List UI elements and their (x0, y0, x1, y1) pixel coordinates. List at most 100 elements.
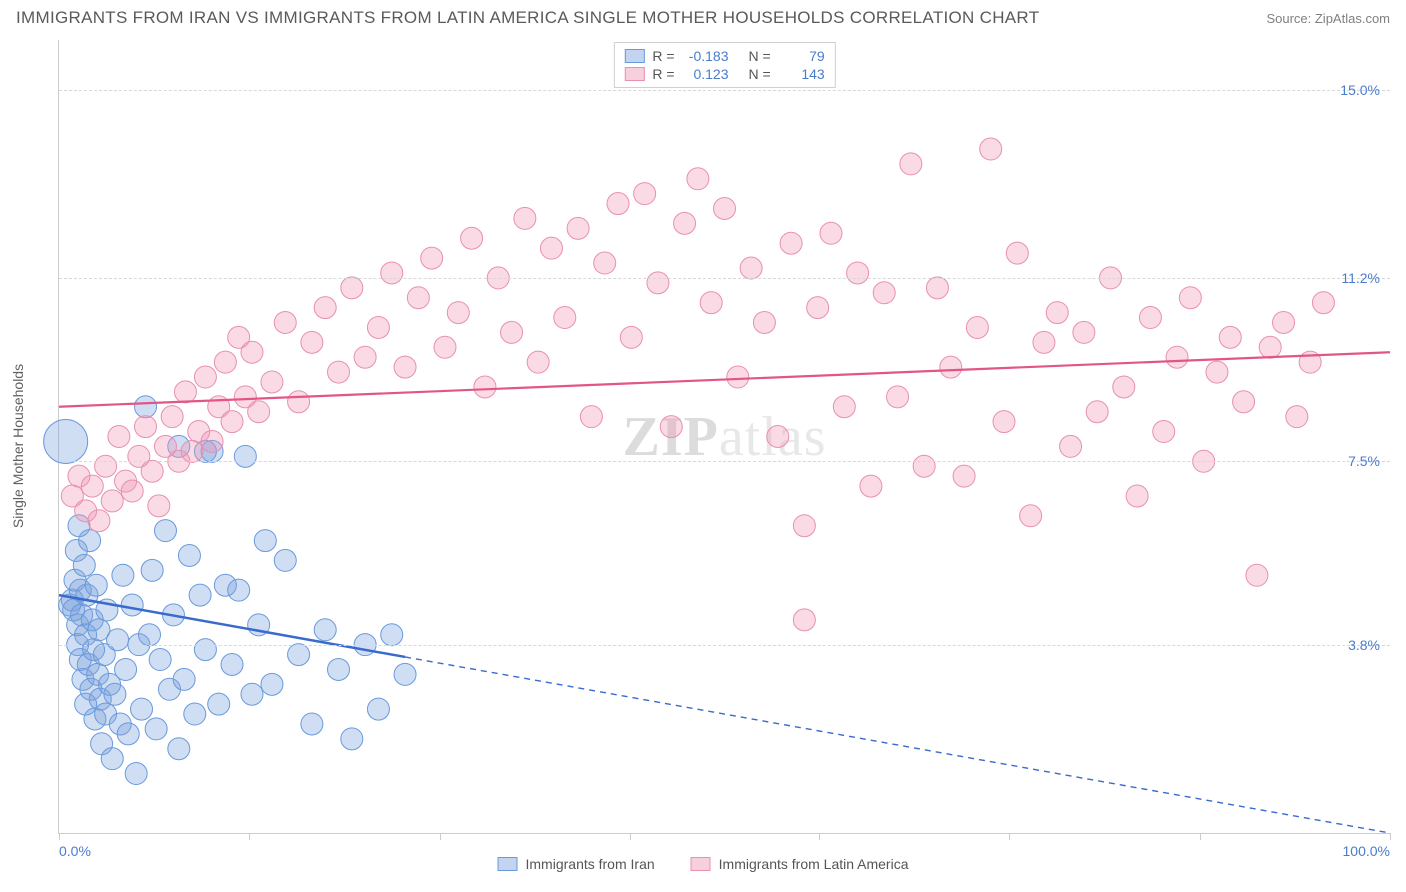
data-point (807, 297, 829, 319)
data-point (214, 351, 236, 373)
data-point (567, 217, 589, 239)
data-point (314, 619, 336, 641)
data-point (107, 629, 129, 651)
data-point (328, 361, 350, 383)
data-point (241, 341, 263, 363)
data-point (221, 411, 243, 433)
legend-swatch-pink (624, 67, 644, 81)
data-point (341, 728, 363, 750)
data-point (108, 426, 130, 448)
data-point (1206, 361, 1228, 383)
data-point (620, 326, 642, 348)
data-point (135, 416, 157, 438)
plot-area: ZIPatlas R = -0.183 N = 79 R = 0.123 N =… (58, 40, 1390, 834)
x-tick-label-max: 100.0% (1343, 843, 1390, 859)
data-point (381, 624, 403, 646)
data-point (88, 510, 110, 532)
data-point (288, 644, 310, 666)
bottom-legend-label-blue: Immigrants from Iran (526, 856, 655, 872)
data-point (1139, 307, 1161, 329)
data-point (913, 455, 935, 477)
data-point (274, 549, 296, 571)
legend-row-blue: R = -0.183 N = 79 (624, 47, 824, 65)
legend-r-label: R = (652, 48, 674, 64)
data-point (301, 331, 323, 353)
data-point (154, 520, 176, 542)
y-axis-title: Single Mother Households (10, 364, 26, 528)
data-point (367, 698, 389, 720)
bottom-legend-item-pink: Immigrants from Latin America (691, 856, 909, 872)
data-point (341, 277, 363, 299)
data-point (753, 312, 775, 334)
data-point (1020, 505, 1042, 527)
data-point (228, 579, 250, 601)
data-point (189, 584, 211, 606)
data-point (1233, 391, 1255, 413)
data-point (926, 277, 948, 299)
data-point (101, 748, 123, 770)
data-point (135, 396, 157, 418)
data-point (793, 609, 815, 631)
legend-n-label: N = (749, 66, 771, 82)
data-point (261, 673, 283, 695)
data-point (980, 138, 1002, 160)
data-point (141, 559, 163, 581)
data-point (1060, 435, 1082, 457)
data-point (121, 594, 143, 616)
data-point (940, 356, 962, 378)
data-point (1086, 401, 1108, 423)
y-tick-label: 7.5% (1348, 453, 1380, 469)
data-point (178, 544, 200, 566)
data-point (85, 574, 107, 596)
data-point (168, 738, 190, 760)
data-point (900, 153, 922, 175)
data-point (860, 475, 882, 497)
data-point (145, 718, 167, 740)
data-point (1153, 421, 1175, 443)
data-point (1033, 331, 1055, 353)
data-point (254, 530, 276, 552)
data-point (1073, 321, 1095, 343)
data-point (367, 316, 389, 338)
data-point (121, 480, 143, 502)
data-point (394, 356, 416, 378)
data-point (274, 312, 296, 334)
data-point (161, 406, 183, 428)
data-point (740, 257, 762, 279)
data-point (793, 515, 815, 537)
data-point (647, 272, 669, 294)
data-point (184, 703, 206, 725)
data-point (833, 396, 855, 418)
data-point (101, 490, 123, 512)
data-point (447, 302, 469, 324)
data-point (966, 316, 988, 338)
data-point (95, 455, 117, 477)
data-point (421, 247, 443, 269)
data-point (44, 419, 88, 463)
gridline (59, 90, 1390, 91)
data-point (194, 639, 216, 661)
data-point (527, 351, 549, 373)
data-point (261, 371, 283, 393)
data-point (674, 212, 696, 234)
trend-line-extrapolated (405, 657, 1390, 833)
bottom-legend-item-blue: Immigrants from Iran (498, 856, 655, 872)
data-point (687, 168, 709, 190)
legend-row-pink: R = 0.123 N = 143 (624, 65, 824, 83)
data-point (79, 530, 101, 552)
data-point (115, 658, 137, 680)
x-tick (1200, 833, 1201, 840)
data-point (461, 227, 483, 249)
data-point (221, 653, 243, 675)
data-point (540, 237, 562, 259)
data-point (434, 336, 456, 358)
data-point (993, 411, 1015, 433)
data-point (1006, 242, 1028, 264)
data-point (1273, 312, 1295, 334)
bottom-swatch-blue (498, 857, 518, 871)
data-point (873, 282, 895, 304)
legend-r-value-blue: -0.183 (683, 48, 729, 64)
data-point (201, 430, 223, 452)
gridline (59, 278, 1390, 279)
data-point (112, 564, 134, 586)
